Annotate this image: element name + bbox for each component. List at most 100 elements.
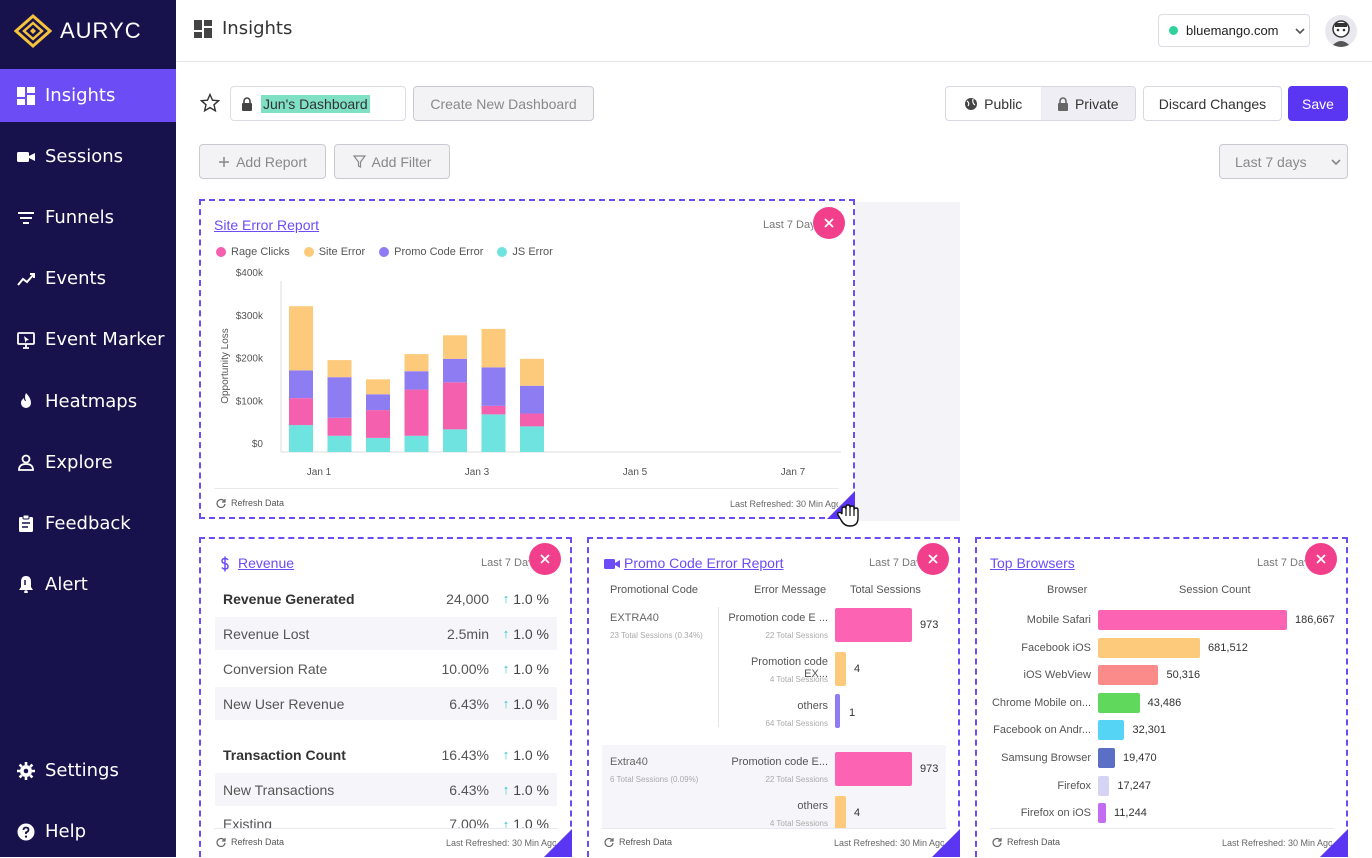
refresh-data-button[interactable]: Refresh Data xyxy=(216,837,284,847)
footer-divider xyxy=(990,828,1334,829)
metric-change: ↑ 1.0 % xyxy=(503,626,549,642)
sidebar-item-explore[interactable]: Explore xyxy=(0,436,176,489)
top-browsers-title[interactable]: Top Browsers xyxy=(990,555,1075,571)
resize-handle[interactable] xyxy=(1320,829,1348,857)
sidebar-item-heatmaps[interactable]: Heatmaps xyxy=(0,375,176,428)
add-report-button[interactable]: Add Report xyxy=(199,144,326,179)
sidebar-item-label: Funnels xyxy=(45,207,115,229)
sidebar-item-event-marker[interactable]: Event Marker xyxy=(0,313,176,366)
sidebar-item-settings[interactable]: Settings xyxy=(0,744,176,797)
session-count-value: 32,301 xyxy=(1132,724,1167,737)
metric-row: Existing 7.00% ↑ 1.0 % xyxy=(215,808,557,828)
legend-dot xyxy=(379,247,390,257)
column-header-browser: Browser xyxy=(1047,584,1088,596)
browser-name: Mobile Safari xyxy=(1026,614,1091,626)
session-count-value: 186,667 xyxy=(1295,614,1335,626)
metric-change-value: 1.0 % xyxy=(513,816,549,828)
public-label: Public xyxy=(984,95,1023,112)
sidebar-item-funnels[interactable]: Funnels xyxy=(0,191,176,244)
dashboard-name-input[interactable]: Jun's Dashboard xyxy=(230,86,406,121)
bar-segment-js-error xyxy=(366,437,390,452)
sidebar-item-insights[interactable]: Insights xyxy=(0,69,176,122)
refresh-data-button[interactable]: Refresh Data xyxy=(992,837,1060,847)
session-count: 1 xyxy=(849,707,856,719)
date-range-select[interactable]: Last 7 days xyxy=(1219,144,1348,179)
sidebar-item-label: Event Marker xyxy=(45,329,165,351)
remove-report-button[interactable] xyxy=(529,543,561,575)
browser-row: Facebook on Andr... 32,301 xyxy=(977,719,1348,741)
last-refreshed-text: Last Refreshed: 30 Min Ago xyxy=(730,499,838,509)
x-tick-label: Jan 3 xyxy=(465,467,490,478)
sidebar-item-label: Alert xyxy=(45,573,88,595)
metric-change-value: 1.0 % xyxy=(513,625,549,642)
metric-label: Conversion Rate xyxy=(223,660,328,677)
refresh-data-label: Refresh Data xyxy=(231,837,285,847)
x-tick-label: Jan 5 xyxy=(623,467,648,478)
revenue-card[interactable]: Revenue Last 7 Days Revenue Generated 24… xyxy=(199,537,572,857)
legend-item: Rage Clicks xyxy=(216,246,290,258)
site-selector[interactable]: bluemango.com xyxy=(1158,14,1310,47)
error-sessions: 4 Total Sessions xyxy=(769,675,828,684)
sidebar-item-label: Explore xyxy=(45,451,113,473)
remove-report-button[interactable] xyxy=(813,207,845,239)
close-icon xyxy=(1316,554,1326,564)
browser-row: iOS WebView 50,316 xyxy=(977,664,1348,686)
site-error-report-title[interactable]: Site Error Report xyxy=(214,217,320,233)
browsers-date-range: Last 7 Days xyxy=(1257,557,1305,569)
top-browsers-card[interactable]: Top Browsers Last 7 Days Browser Session… xyxy=(975,537,1348,857)
resize-handle[interactable] xyxy=(932,829,960,857)
sidebar-item-events[interactable]: Events xyxy=(0,252,176,305)
bar-segment-rage-clicks xyxy=(520,413,544,427)
sidebar-item-feedback[interactable]: Feedback xyxy=(0,497,176,550)
sidebar-item-help[interactable]: Help xyxy=(0,805,176,858)
favorite-star-button[interactable] xyxy=(199,92,221,118)
error-sessions: 64 Total Sessions xyxy=(765,719,828,728)
lock-icon xyxy=(242,96,252,111)
site-error-report-card[interactable]: Site Error Report Last 7 Days Rage Click… xyxy=(199,199,855,519)
bar-segment-site-error xyxy=(327,360,352,378)
bar-segment-rage-clicks xyxy=(404,389,429,436)
remove-report-button[interactable] xyxy=(1305,543,1337,575)
metric-change-value: 1.0 % xyxy=(513,746,549,763)
sidebar-item-sessions[interactable]: Sessions xyxy=(0,130,176,183)
public-button[interactable]: Public xyxy=(946,87,1041,120)
promo-code-error-title[interactable]: Promo Code Error Report xyxy=(624,555,784,571)
add-filter-button[interactable]: Add Filter xyxy=(334,144,450,179)
add-report-label: Add Report xyxy=(236,153,307,170)
discard-changes-button[interactable]: Discard Changes xyxy=(1143,86,1282,121)
refresh-data-button[interactable]: Refresh Data xyxy=(216,498,284,508)
site-name: bluemango.com xyxy=(1186,23,1279,38)
revenue-title[interactable]: Revenue xyxy=(238,555,295,571)
promo-code-sessions: 23 Total Sessions (0.34%) xyxy=(610,631,703,640)
metric-change: ↑ 1.0 % xyxy=(503,782,549,798)
browser-name: Samsung Browser xyxy=(1001,752,1091,764)
remove-report-button[interactable] xyxy=(917,543,949,575)
sidebar-item-label: Help xyxy=(45,821,87,842)
session-count-bar xyxy=(1098,720,1125,741)
video-camera-icon xyxy=(604,559,620,569)
session-count: 4 xyxy=(854,663,861,675)
y-tick-label: $400k xyxy=(236,268,264,279)
auryc-logo[interactable]: AURYC xyxy=(14,14,142,48)
create-new-dashboard-button[interactable]: Create New Dashboard xyxy=(413,86,594,121)
save-button[interactable]: Save xyxy=(1288,86,1348,121)
user-avatar[interactable] xyxy=(1325,15,1357,47)
bar-segment-promo-code-error xyxy=(327,377,352,418)
dollar-icon xyxy=(221,556,229,572)
promo-code: EXTRA40 xyxy=(610,612,659,624)
sidebar-item-alert[interactable]: Alert xyxy=(0,558,176,611)
filter-icon xyxy=(352,155,366,168)
browser-name: Firefox on iOS xyxy=(1020,807,1091,820)
dashboard-name-text: Jun's Dashboard xyxy=(261,94,370,113)
refresh-data-button[interactable]: Refresh Data xyxy=(604,837,672,847)
metric-label: Transaction Count xyxy=(223,746,346,763)
sidebar-item-label: Feedback xyxy=(45,512,131,534)
bar-segment-js-error xyxy=(520,426,544,452)
legend-label: Promo Code Error xyxy=(394,246,484,258)
promo-code-error-card[interactable]: Promo Code Error Report Last 7 Days Prom… xyxy=(587,537,960,857)
metric-label: Revenue Lost xyxy=(223,625,310,642)
resize-handle[interactable] xyxy=(544,829,572,857)
globe-icon xyxy=(965,97,978,110)
private-button[interactable]: Private xyxy=(1040,87,1135,120)
metric-label: New User Revenue xyxy=(223,695,345,712)
